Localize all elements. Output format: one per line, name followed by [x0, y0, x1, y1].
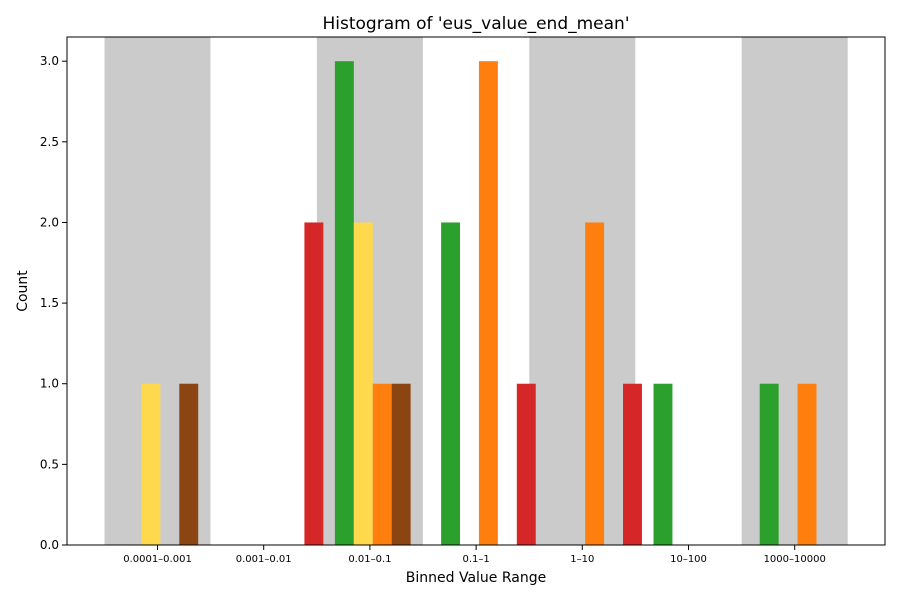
bar-s2-c2 [372, 383, 392, 545]
bar-s2-c6 [797, 383, 817, 545]
bar-s2-c3 [478, 61, 498, 545]
chart-title: Histogram of 'eus_value_end_mean' [323, 14, 630, 34]
x-tick-label-3: 0.1–1 [462, 554, 489, 565]
x-tick-label-0: 0.0001–0.001 [123, 554, 192, 565]
bar-s4-c4 [623, 383, 642, 545]
bar-s3-c0 [179, 383, 199, 545]
bar-s4-c1 [304, 222, 324, 545]
x-tick-label-4: 1–10 [570, 554, 594, 565]
x-tick-label-2: 0.01–0.1 [348, 554, 391, 565]
y-tick-label-0: 0.0 [40, 538, 59, 552]
x-tick-label-6: 1000–10000 [764, 554, 826, 565]
x-tick-label-5: 10–100 [670, 554, 707, 565]
y-tick-label-6: 3.0 [40, 54, 59, 68]
y-tick-label-4: 2.0 [40, 215, 59, 229]
bar-s0-c2 [334, 61, 354, 545]
y-tick-label-2: 1.0 [40, 377, 59, 391]
bar-s3-c2 [391, 383, 411, 545]
bin-shade-4 [529, 37, 636, 545]
bar-s4-c3 [516, 383, 536, 545]
y-tick-label-3: 1.5 [40, 296, 59, 310]
x-tick-label-1: 0.001–0.01 [236, 554, 292, 565]
bar-s0-c6 [759, 383, 779, 545]
bar-s2-c4 [585, 222, 605, 545]
y-tick-label-5: 2.5 [40, 135, 59, 149]
bar-s0-c5 [653, 383, 673, 545]
bar-s1-c0 [141, 383, 161, 545]
x-axis-label: Binned Value Range [406, 570, 546, 586]
y-axis-label: Count [15, 270, 31, 312]
bar-s1-c2 [353, 222, 373, 545]
bar-s0-c3 [441, 222, 461, 545]
bin-shade-6 [741, 37, 848, 545]
y-tick-label-1: 0.5 [40, 457, 59, 471]
